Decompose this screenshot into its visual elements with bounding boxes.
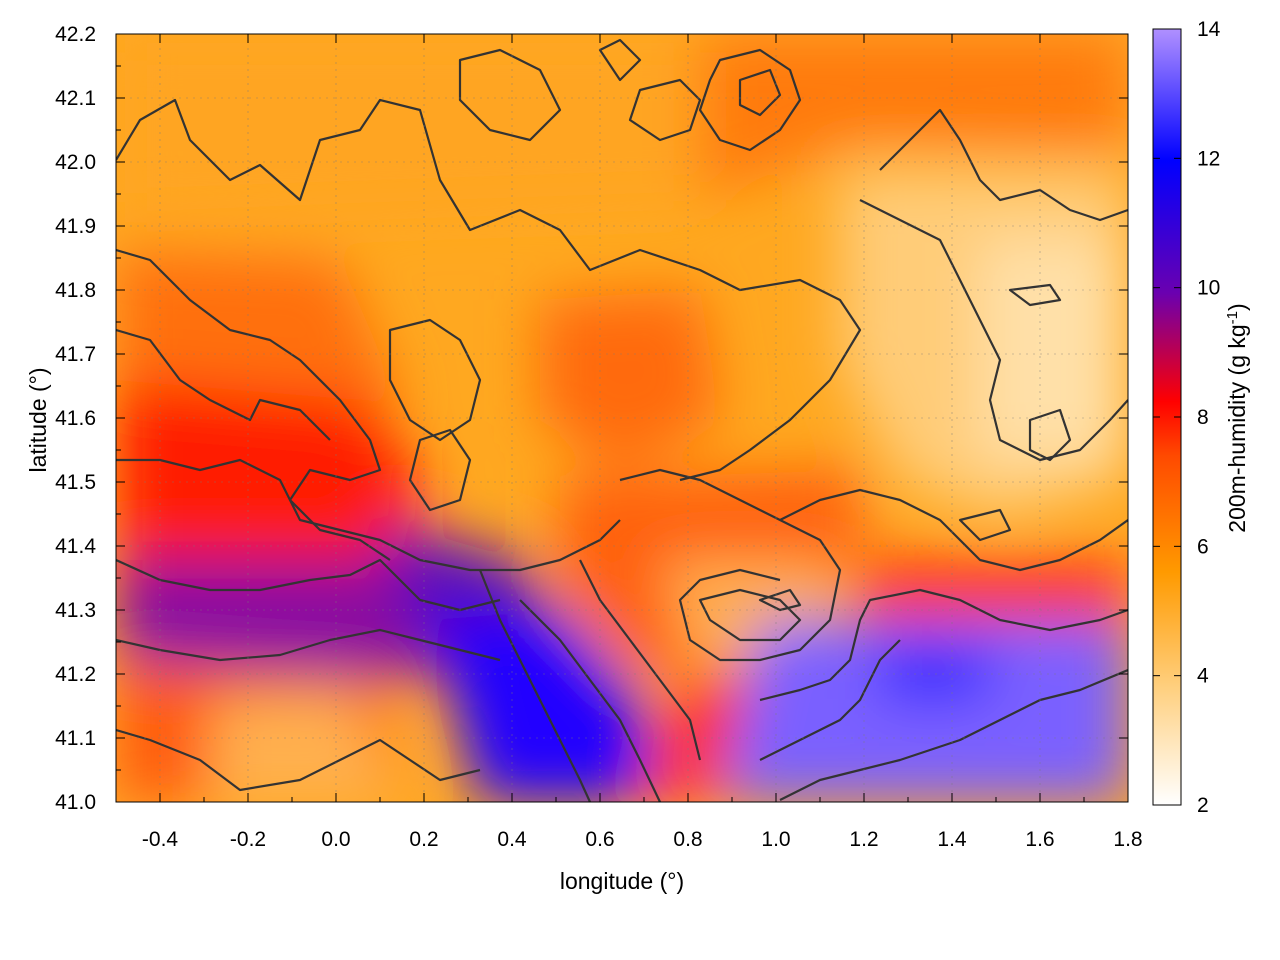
colorbar-tick-label: 12	[1197, 147, 1220, 170]
y-axis-label: latitude (°)	[25, 367, 51, 472]
colorbar-ticks: 2 4 6 8 10 12 14	[1153, 18, 1221, 817]
y-tick-label: 41.4	[55, 535, 96, 558]
y-tick-label: 41.5	[55, 471, 96, 494]
x-tick-label: 0.2	[409, 828, 438, 851]
x-tick-label: 1.6	[1025, 828, 1054, 851]
colorbar-tick-label: 8	[1197, 406, 1209, 429]
colorbar-tick-label: 10	[1197, 277, 1220, 300]
colorbar-tick-label: 2	[1197, 794, 1209, 817]
x-axis-ticks: -0.4 -0.2 0.0 0.2 0.4 0.6 0.8 1.0 1.2 1.4 1.6 1.8	[115, 34, 1143, 851]
y-tick-label: 41.3	[55, 599, 96, 622]
colorbar-tick-label: 14	[1197, 18, 1221, 41]
x-tick-label: -0.4	[142, 828, 179, 851]
y-tick-label: 42.2	[55, 23, 96, 46]
y-tick-label: 42.0	[55, 151, 96, 174]
y-tick-label: 41.1	[55, 727, 96, 750]
colorbar-tick-label: 4	[1197, 665, 1209, 688]
x-tick-label: -0.2	[230, 828, 266, 851]
y-tick-label: 41.2	[55, 663, 96, 686]
x-axis-label: longitude (°)	[560, 868, 684, 894]
x-tick-label: 0.8	[673, 828, 702, 851]
x-tick-label: 1.0	[761, 828, 790, 851]
x-tick-label: 1.8	[1113, 828, 1142, 851]
y-tick-label: 42.1	[55, 87, 96, 110]
x-tick-label: 0.4	[497, 828, 527, 851]
y-tick-label: 41.0	[55, 791, 96, 814]
terrain-contour-lines	[116, 38, 1128, 802]
x-tick-label: 0.6	[585, 828, 614, 851]
y-tick-label: 41.8	[55, 279, 96, 302]
y-tick-label: 41.6	[55, 407, 96, 430]
plot-grid	[116, 33, 1129, 803]
x-tick-label: 1.4	[937, 828, 967, 851]
colorbar-label: 200m-humidity (g kg-1)	[1224, 303, 1251, 532]
y-tick-label: 41.7	[55, 343, 96, 366]
x-tick-label: 0.0	[321, 828, 350, 851]
x-tick-label: 1.2	[849, 828, 878, 851]
colorbar-tick-label: 6	[1197, 535, 1209, 558]
y-axis-ticks: 41.0 41.1 41.2 41.3 41.4 41.5 41.6 41.7 41.8 41.9…	[55, 23, 1128, 814]
y-tick-label: 41.9	[55, 215, 96, 238]
